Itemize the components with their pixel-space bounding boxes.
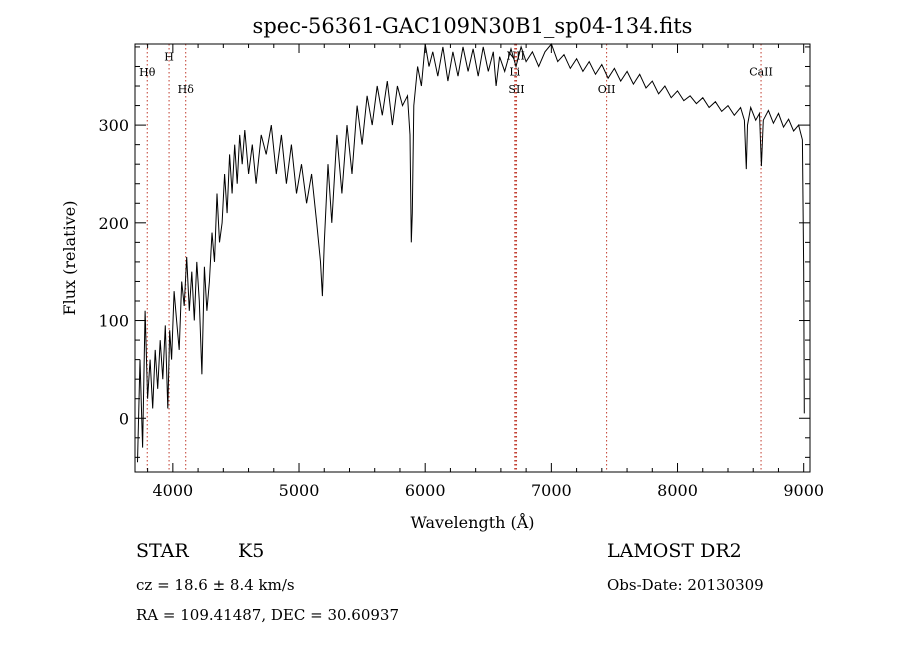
object-subclass: K5 — [238, 540, 265, 562]
observation-date: Obs-Date: 20130309 — [607, 576, 764, 594]
x-tick-label: 8000 — [657, 481, 698, 500]
coordinates-info: RA = 109.41487, DEC = 30.60937 — [136, 606, 400, 624]
spectral-line-label: H — [164, 51, 174, 64]
x-tick-label: 4000 — [152, 481, 193, 500]
x-tick-label: 6000 — [405, 481, 446, 500]
spectral-line-label: Hδ — [178, 83, 195, 96]
y-axis-label: Flux (relative) — [60, 201, 79, 316]
spectral-line-label: NII — [506, 50, 524, 63]
x-axis-label: Wavelength (Å) — [410, 512, 534, 532]
survey-name: LAMOST DR2 — [607, 540, 742, 562]
axis-ticks: 4000 5000 6000 7000 8000 9000 0 100 200 300 — [98, 44, 824, 500]
spectral-line-label: Li — [509, 65, 520, 78]
flux-series — [137, 43, 805, 463]
chart-title: spec-56361-GAC109N30B1_sp04-134.fits — [253, 14, 693, 38]
y-tick-label: 300 — [98, 116, 129, 135]
x-tick-label: 7000 — [531, 481, 572, 500]
y-tick-label: 0 — [119, 409, 129, 428]
spectral-line-label: Hθ — [139, 66, 156, 79]
x-tick-label: 9000 — [783, 481, 824, 500]
object-class: STAR — [136, 540, 189, 562]
spectral-line-label: SII — [508, 83, 524, 96]
y-tick-label: 200 — [98, 214, 129, 233]
spectral-line-label: OII — [598, 83, 616, 96]
flux-line — [137, 43, 805, 463]
x-tick-label: 5000 — [279, 481, 320, 500]
redshift-info: cz = 18.6 ± 8.4 km/s — [136, 576, 295, 594]
spectral-line-markers: Hθ H Hδ NII Li SII OII CaII — [139, 44, 773, 472]
y-tick-label: 100 — [98, 312, 129, 331]
plot-frame — [134, 43, 811, 473]
spectral-line-label: CaII — [749, 65, 773, 78]
